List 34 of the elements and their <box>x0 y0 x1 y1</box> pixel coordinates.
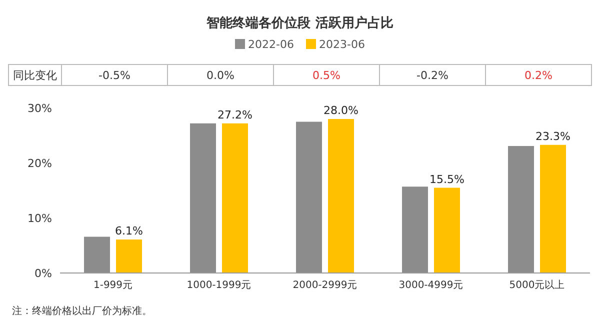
legend-label: 2022-06 <box>248 38 294 50</box>
bar <box>328 119 354 273</box>
legend-label: 2023-06 <box>319 38 365 50</box>
y-tick-label: 20% <box>28 156 52 170</box>
data-label: 23.3% <box>536 130 570 143</box>
text: -0.2% <box>416 68 448 82</box>
x-tick-label: 3000-4999元 <box>398 280 464 292</box>
x-tick-label: 5000元以上 <box>509 279 565 292</box>
data-label: 28.0% <box>324 104 358 117</box>
x-tick-label: 1-999元 <box>93 280 133 292</box>
data-label: 6.1% <box>115 224 143 238</box>
text: 0.2% <box>524 68 552 82</box>
text: 0.0% <box>206 68 234 82</box>
bar <box>434 188 460 273</box>
bar <box>402 186 428 273</box>
bar <box>508 146 534 273</box>
data-label: 27.2% <box>218 108 252 122</box>
text: 同比变化 <box>9 65 62 85</box>
y-tick-label: 10% <box>28 212 52 225</box>
data-label: 15.5% <box>430 172 464 186</box>
y-tick-label: 0% <box>34 266 52 280</box>
bar <box>222 123 248 273</box>
text: -0.5% <box>98 68 130 82</box>
bar <box>116 239 142 273</box>
text: 注：终端价格以出厂价为标准。 <box>12 304 152 318</box>
bar <box>296 122 322 273</box>
x-tick-label: 2000-2999元 <box>292 280 358 292</box>
bar <box>84 236 110 273</box>
y-tick-label: 30% <box>28 102 52 115</box>
chart-title: 智能终端各价位段 活跃用户占比 <box>206 14 394 33</box>
bar <box>540 144 566 273</box>
bar <box>190 123 216 273</box>
text: 0.5% <box>312 68 340 82</box>
x-tick-label: 1000-1999元 <box>186 280 252 292</box>
